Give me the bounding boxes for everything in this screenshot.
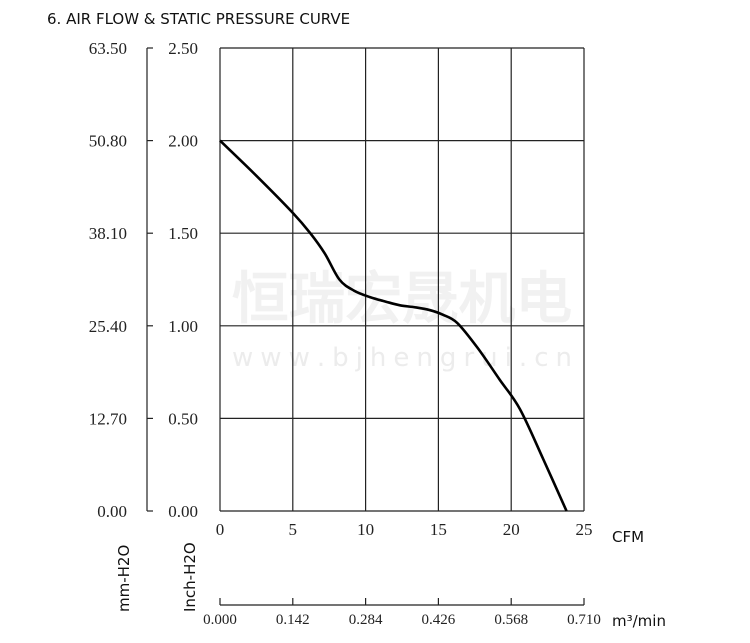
y-tick-label: 0.00 bbox=[168, 502, 198, 521]
x-axis-label: CFM bbox=[612, 528, 644, 546]
watermark-cn: 恒瑞宏晟机电 bbox=[232, 267, 572, 332]
x-axis-label-secondary: m³/min bbox=[612, 612, 666, 630]
y-tick-label: 2.00 bbox=[168, 132, 198, 151]
y-tick-label: 2.50 bbox=[168, 39, 198, 58]
chart-title: 6. AIR FLOW & STATIC PRESSURE CURVE bbox=[47, 10, 350, 28]
x2-tick-label: 0.142 bbox=[276, 612, 310, 628]
y2-tick-label: 0.00 bbox=[97, 502, 127, 521]
watermark-url: w w w . b j h e n g r u i . c n bbox=[232, 343, 572, 373]
y2-tick-label: 38.10 bbox=[89, 224, 127, 243]
y-tick-label: 1.50 bbox=[168, 224, 198, 243]
grid bbox=[219, 47, 585, 512]
y2-tick-label: 12.70 bbox=[89, 409, 127, 428]
x-tick-label: 5 bbox=[289, 520, 298, 539]
x-tick-label: 20 bbox=[503, 520, 520, 539]
y-axis-label-secondary: mm-H2O bbox=[115, 545, 133, 612]
x2-tick-label: 0.710 bbox=[567, 612, 601, 628]
y2-tick-label: 63.50 bbox=[89, 39, 127, 58]
x-tick-label: 15 bbox=[430, 520, 447, 539]
x-tick-label: 10 bbox=[357, 520, 374, 539]
y2-tick-label: 25.40 bbox=[89, 317, 127, 336]
x2-tick-label: 0.284 bbox=[349, 612, 383, 628]
x-tick-label: 0 bbox=[216, 520, 225, 539]
y-tick-label: 0.50 bbox=[168, 409, 198, 428]
x-tick-label: 25 bbox=[576, 520, 593, 539]
x2-tick-label: 0.000 bbox=[203, 612, 237, 628]
axes: 0 0.000 5 0.142 10 0.284 15 0.426 20 0.568 25 0.710… bbox=[89, 39, 601, 628]
y2-tick-label: 50.80 bbox=[89, 132, 127, 151]
watermark: 恒瑞宏晟机电 w w w . b j h e n g r u i . c n bbox=[232, 267, 572, 373]
series-line bbox=[219, 139, 568, 512]
x2-tick-label: 0.426 bbox=[422, 612, 456, 628]
y-axis-label: Inch-H2O bbox=[181, 542, 199, 612]
y-tick-label: 1.00 bbox=[168, 317, 198, 336]
x2-tick-label: 0.568 bbox=[494, 612, 528, 628]
